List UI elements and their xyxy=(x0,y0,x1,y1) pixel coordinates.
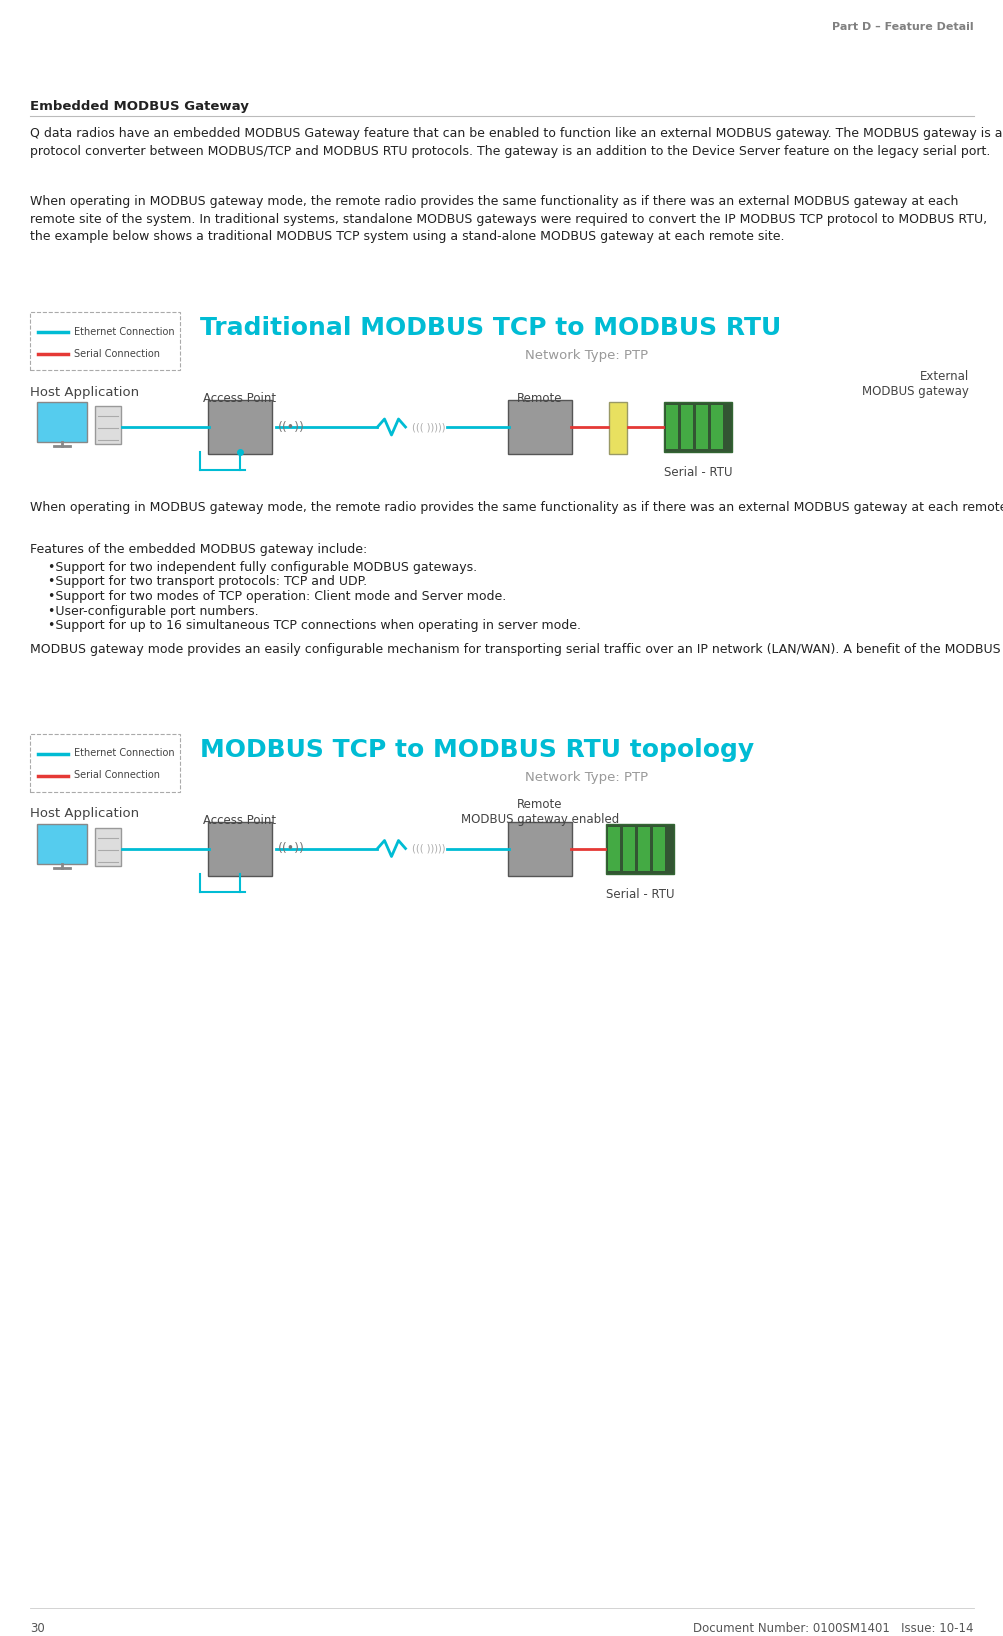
Text: Network Type: PTP: Network Type: PTP xyxy=(525,348,648,362)
FancyBboxPatch shape xyxy=(208,821,272,875)
FancyBboxPatch shape xyxy=(606,823,673,874)
FancyBboxPatch shape xyxy=(30,733,180,792)
Text: •Support for up to 16 simultaneous TCP connections when operating in server mode: •Support for up to 16 simultaneous TCP c… xyxy=(48,618,581,631)
Text: ((( ))))): ((( ))))) xyxy=(412,844,445,854)
Text: Serial - RTU: Serial - RTU xyxy=(605,887,674,900)
FancyBboxPatch shape xyxy=(37,402,87,442)
FancyBboxPatch shape xyxy=(37,823,87,864)
Text: •User-configurable port numbers.: •User-configurable port numbers. xyxy=(48,604,259,617)
Text: External
MODBUS gateway: External MODBUS gateway xyxy=(862,370,968,398)
FancyBboxPatch shape xyxy=(637,826,649,870)
Text: ((•)): ((•)) xyxy=(278,843,305,856)
Text: Access Point: Access Point xyxy=(204,393,276,406)
Text: •Support for two transport protocols: TCP and UDP.: •Support for two transport protocols: TC… xyxy=(48,576,367,589)
FancyBboxPatch shape xyxy=(665,406,677,448)
Text: When operating in MODBUS gateway mode, the remote radio provides the same functi: When operating in MODBUS gateway mode, t… xyxy=(30,195,986,244)
Text: When operating in MODBUS gateway mode, the remote radio provides the same functi: When operating in MODBUS gateway mode, t… xyxy=(30,501,1003,514)
FancyBboxPatch shape xyxy=(508,821,572,875)
Text: Serial - RTU: Serial - RTU xyxy=(663,466,731,479)
Text: Host Application: Host Application xyxy=(30,808,139,821)
FancyBboxPatch shape xyxy=(30,312,180,370)
FancyBboxPatch shape xyxy=(208,399,272,455)
Text: Remote: Remote xyxy=(517,393,563,406)
Text: •Support for two independent fully configurable MODBUS gateways.: •Support for two independent fully confi… xyxy=(48,561,476,574)
Text: Host Application: Host Application xyxy=(30,386,139,399)
Text: Features of the embedded MODBUS gateway include:: Features of the embedded MODBUS gateway … xyxy=(30,543,367,556)
FancyBboxPatch shape xyxy=(609,402,627,455)
Text: Traditional MODBUS TCP to MODBUS RTU: Traditional MODBUS TCP to MODBUS RTU xyxy=(200,316,780,340)
Text: Serial Connection: Serial Connection xyxy=(74,348,159,358)
FancyBboxPatch shape xyxy=(623,826,634,870)
FancyBboxPatch shape xyxy=(508,399,572,455)
Text: •Support for two modes of TCP operation: Client mode and Server mode.: •Support for two modes of TCP operation:… xyxy=(48,591,506,604)
Text: Access Point: Access Point xyxy=(204,813,276,826)
FancyBboxPatch shape xyxy=(663,402,731,452)
Text: Ethernet Connection: Ethernet Connection xyxy=(74,749,175,759)
Text: 30: 30 xyxy=(30,1621,45,1634)
FancyBboxPatch shape xyxy=(95,406,121,443)
Text: Part D – Feature Detail: Part D – Feature Detail xyxy=(831,21,973,33)
FancyBboxPatch shape xyxy=(710,406,722,448)
Text: MODBUS gateway mode provides an easily configurable mechanism for transporting s: MODBUS gateway mode provides an easily c… xyxy=(30,643,1003,656)
Text: Network Type: PTP: Network Type: PTP xyxy=(525,771,648,784)
FancyBboxPatch shape xyxy=(95,828,121,865)
Text: Serial Connection: Serial Connection xyxy=(74,771,159,780)
FancyBboxPatch shape xyxy=(608,826,620,870)
Text: Remote
MODBUS gateway enabled: Remote MODBUS gateway enabled xyxy=(460,797,619,826)
FancyBboxPatch shape xyxy=(652,826,664,870)
Text: MODBUS TCP to MODBUS RTU topology: MODBUS TCP to MODBUS RTU topology xyxy=(200,738,753,761)
Text: ((( ))))): ((( ))))) xyxy=(412,422,445,432)
Text: Q data radios have an embedded MODBUS Gateway feature that can be enabled to fun: Q data radios have an embedded MODBUS Ga… xyxy=(30,128,1002,157)
FancyBboxPatch shape xyxy=(695,406,707,448)
Text: Document Number: 0100SM1401   Issue: 10-14: Document Number: 0100SM1401 Issue: 10-14 xyxy=(693,1621,973,1634)
Text: ((•)): ((•)) xyxy=(278,420,305,434)
FancyBboxPatch shape xyxy=(680,406,692,448)
Text: Embedded MODBUS Gateway: Embedded MODBUS Gateway xyxy=(30,100,249,113)
Text: Ethernet Connection: Ethernet Connection xyxy=(74,327,175,337)
